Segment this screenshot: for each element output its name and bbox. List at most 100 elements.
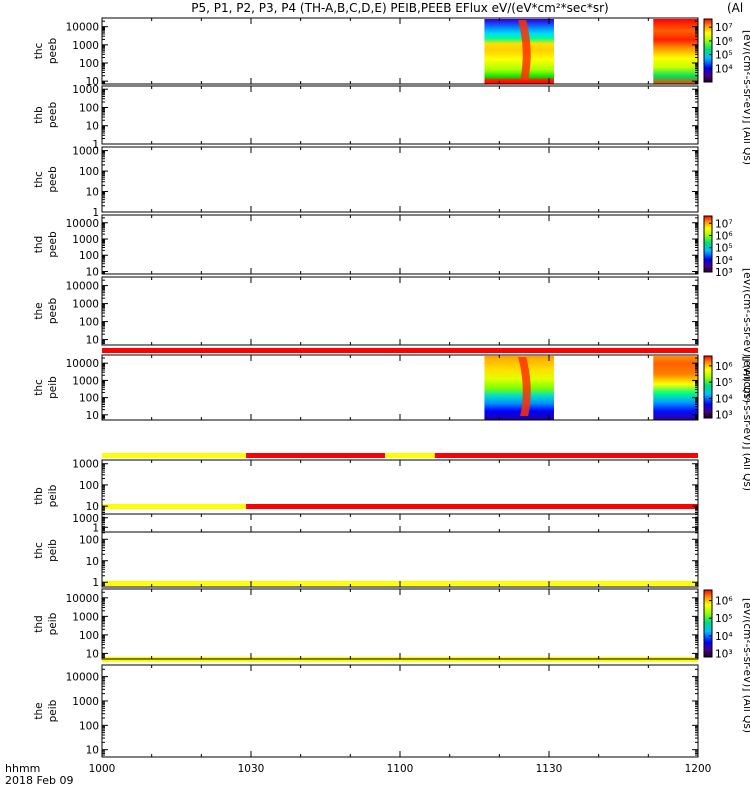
- y-tick-label: 10000: [66, 672, 99, 684]
- y-label-product: peeb: [47, 298, 59, 325]
- colorbar-tick-label: 10⁷: [715, 22, 733, 34]
- panel-frame-thd-peib: [101, 588, 699, 660]
- panel-frame-thd-peeb: [101, 214, 699, 275]
- ion-units-label: [eV/(cm²-s-sr-eV)] (All Qs): [741, 356, 750, 491]
- y-label-probe: thd: [33, 236, 45, 253]
- y-tick-label: 1000: [72, 459, 99, 471]
- y-tick-label: 1000: [72, 375, 99, 387]
- y-tick-label: 1000: [72, 40, 99, 52]
- y-tick-label: 100: [79, 720, 99, 732]
- y-tick-label: 10: [86, 335, 99, 347]
- y-label-probe: thb: [33, 487, 45, 505]
- y-tick-label: 1000: [72, 696, 99, 708]
- y-label-probe: thc: [33, 171, 45, 188]
- y-tick-label: 10: [86, 266, 99, 278]
- colorbar-tick-label: 10⁴: [715, 631, 733, 643]
- y-label-product: peeb: [47, 166, 59, 193]
- y-label-probe: thc: [33, 43, 45, 60]
- y-tick-label: 100: [79, 317, 99, 329]
- y-label-probe: thd: [33, 615, 45, 632]
- x-axis-label: hhmm: [5, 762, 40, 775]
- panel-frame-thc-peeb: [101, 146, 699, 213]
- spectrogram-block-thc-peeb-0: [484, 19, 554, 84]
- y-tick-label: 10000: [66, 358, 99, 370]
- colorbar-tick-label: 10⁶: [715, 36, 733, 48]
- y-tick-label: 1000: [72, 234, 99, 246]
- colorbar-tick-label: 10³: [715, 410, 733, 422]
- y-label-probe: thc: [33, 542, 45, 559]
- colorbar-tick-label: 10⁵: [715, 613, 733, 625]
- colorbar-thd-peeb: [703, 215, 713, 273]
- y-label-product: peeb: [47, 231, 59, 258]
- y-label-probe: the: [33, 302, 45, 319]
- y-tick-label: 100: [79, 58, 99, 70]
- y-tick-label: 1000: [72, 84, 99, 96]
- injection-feature-thc-peib: [518, 357, 531, 416]
- y-tick-label: 10: [86, 501, 99, 513]
- figure-title-suffix: (Al: [727, 1, 743, 15]
- y-tick-label: 10000: [66, 218, 99, 230]
- ion-units-label-lower: [eV/(cm²-s-sr-eV)] (All Qs): [741, 598, 750, 733]
- x-tick-label: 1000: [89, 763, 116, 775]
- y-tick-label: 1: [92, 139, 99, 151]
- y-tick-label: 10: [86, 648, 99, 660]
- y-tick-label: 10: [86, 187, 99, 199]
- colorbar-tick-label: 10⁴: [715, 63, 733, 75]
- colorbar-thd-peib: [703, 589, 713, 658]
- y-tick-label: 1: [92, 577, 99, 589]
- panel-frame-thc-peib: [101, 513, 699, 588]
- quality-flag-red: [246, 504, 699, 509]
- y-tick-label: 10: [86, 76, 99, 88]
- y-label-probe: thb: [33, 106, 45, 124]
- injection-feature-thc-peeb: [518, 20, 531, 80]
- colorbar-tick-label: 10³: [715, 648, 733, 660]
- y-tick-label: 1000: [72, 513, 99, 525]
- spectrogram-block-thc-peib-1: [653, 356, 698, 420]
- panel-frame-the-peeb: [101, 276, 699, 346]
- spectrogram-data-layer: [484, 19, 698, 420]
- electron-units-label: [eV/(cm²-s-sr-eV)] (All Qs): [741, 30, 750, 165]
- panel-frame-thb-peib: [101, 459, 699, 533]
- y-label-product: peib: [47, 699, 59, 722]
- y-tick-label: 100: [79, 480, 99, 492]
- quality-flag-bars: [102, 348, 699, 662]
- y-label-product: peeb: [47, 38, 59, 65]
- quality-flag-yellow: [385, 453, 435, 458]
- colorbars: 10⁴10⁵10⁶10⁷10³10⁴10⁵10⁶10⁷10³10⁴10⁵10⁶1…: [703, 18, 733, 660]
- y-tick-label: 10000: [66, 593, 99, 605]
- panel-frame-thc-peeb: [101, 17, 699, 85]
- colorbar-tick-label: 10⁶: [715, 230, 733, 242]
- x-tick-label: 1030: [238, 763, 265, 775]
- colorbar-tick-label: 10⁷: [715, 218, 733, 230]
- quality-flag-yellow: [102, 504, 247, 509]
- y-label-product: peib: [47, 484, 59, 507]
- y-tick-label: 10000: [66, 22, 99, 34]
- x-axis-date: 2018 Feb 09: [5, 774, 73, 787]
- panel-frame-the-peib: [101, 664, 699, 758]
- y-tick-label: 100: [79, 102, 99, 114]
- y-label-product: peeb: [47, 102, 59, 129]
- spectrogram-block-thc-peeb-1: [653, 19, 698, 84]
- quality-flag-red: [434, 453, 698, 458]
- y-tick-label: 1000: [72, 299, 99, 311]
- figure-title: P5, P1, P2, P3, P4 (TH-A,B,C,D,E) PEIB,P…: [191, 1, 608, 15]
- y-label-product: peib: [47, 612, 59, 635]
- x-tick-label: 1200: [685, 763, 712, 775]
- y-tick-label: 1000: [72, 146, 99, 158]
- colorbar-thc-peib: [703, 355, 713, 419]
- panel-frame-thc-peib: [101, 354, 699, 421]
- y-tick-label: 100: [79, 630, 99, 642]
- colorbar-tick-label: 10⁵: [715, 377, 733, 389]
- y-tick-label: 1000: [72, 611, 99, 623]
- y-tick-label: 1: [92, 522, 99, 534]
- colorbar-tick-label: 10⁴: [715, 393, 733, 405]
- quality-flag-yellow: [102, 453, 247, 458]
- y-tick-label: 10000: [66, 281, 99, 293]
- panel-frame-thb-peeb: [101, 85, 699, 145]
- electron-units-label-lower: [eV/(cm²-s-sr-eV)] (All Qs): [741, 268, 750, 403]
- x-tick-labels: 1000 1030 1100 1130 1200: [89, 763, 712, 775]
- colorbar-tick-label: 10⁶: [715, 596, 733, 608]
- quality-flag-red: [102, 348, 698, 353]
